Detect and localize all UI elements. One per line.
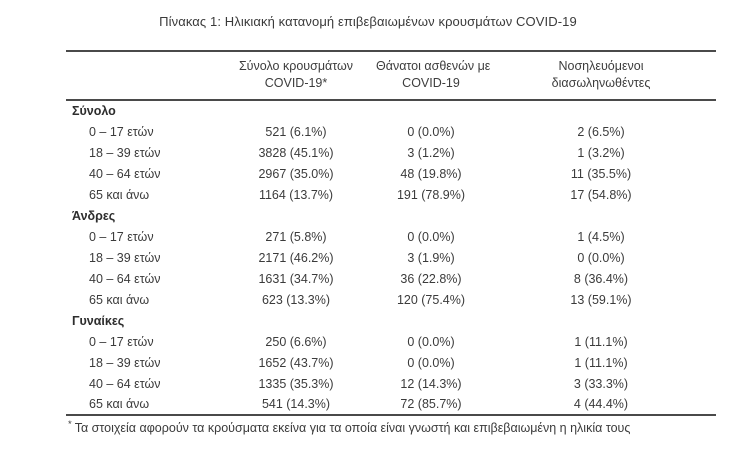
column-header-blank bbox=[66, 51, 216, 101]
column-header-deaths: Θάνατοι ασθενών με COVID-19 bbox=[376, 51, 490, 101]
age-label: 40 – 64 ετών bbox=[89, 376, 161, 391]
table-row: 18 – 39 ετών 1652 (43.7%) 0 (0.0%) 1 (11… bbox=[66, 352, 716, 373]
section-header-total: Σύνολο bbox=[66, 100, 716, 121]
table-row: 40 – 64 ετών 1335 (35.3%) 12 (14.3%) 3 (… bbox=[66, 373, 716, 394]
age-label: 0 – 17 ετών bbox=[89, 334, 154, 349]
cases-value: 541 (14.3%) bbox=[261, 397, 331, 411]
intubated-value: 8 (36.4%) bbox=[573, 271, 629, 286]
cases-value: 1335 (35.3%) bbox=[258, 376, 334, 391]
age-label: 40 – 64 ετών bbox=[89, 271, 161, 286]
section-label: Σύνολο bbox=[72, 104, 116, 118]
footnote: * Τα στοιχεία αφορούν τα κρούσματα εκείνα… bbox=[68, 418, 736, 435]
cases-value: 1631 (34.7%) bbox=[258, 271, 334, 286]
deaths-value: 0 (0.0%) bbox=[407, 229, 455, 244]
intubated-value: 3 (33.3%) bbox=[573, 376, 629, 391]
table-body: Σύνολο 0 – 17 ετών 521 (6.1%) 0 (0.0%) 2… bbox=[66, 100, 716, 415]
section-label: Άνδρες bbox=[72, 208, 116, 223]
column-header-deaths-line1: Θάνατοι ασθενών με bbox=[376, 59, 491, 73]
age-label: 40 – 64 ετών bbox=[89, 166, 161, 181]
table-row: 65 και άνω 1164 (13.7%) 191 (78.9%) 17 (… bbox=[66, 184, 716, 205]
table-row: 18 – 39 ετών 3828 (45.1%) 3 (1.2%) 1 (3.… bbox=[66, 142, 716, 163]
column-header-intubated: Νοσηλευόμενοι διασωληνωθέντες bbox=[486, 51, 716, 101]
deaths-value: 3 (1.9%) bbox=[407, 250, 455, 265]
cases-value: 1652 (43.7%) bbox=[258, 355, 334, 370]
cases-value: 2171 (46.2%) bbox=[258, 250, 334, 265]
deaths-value: 0 (0.0%) bbox=[407, 124, 455, 139]
column-header-total-cases: Σύνολο κρουσμάτων COVID-19* bbox=[216, 51, 376, 101]
cases-value: 521 (6.1%) bbox=[265, 124, 327, 139]
table-header: Σύνολο κρουσμάτων COVID-19* Θάνατοι ασθε… bbox=[66, 51, 716, 101]
age-label: 65 και άνω bbox=[89, 397, 150, 411]
table-row: 0 – 17 ετών 521 (6.1%) 0 (0.0%) 2 (6.5%) bbox=[66, 121, 716, 142]
deaths-value: 191 (78.9%) bbox=[396, 187, 466, 202]
intubated-value: 13 (59.1%) bbox=[570, 292, 632, 307]
covid-age-distribution-table: Σύνολο κρουσμάτων COVID-19* Θάνατοι ασθε… bbox=[66, 50, 716, 416]
table-row: 40 – 64 ετών 1631 (34.7%) 36 (22.8%) 8 (… bbox=[66, 268, 716, 289]
intubated-value: 1 (11.1%) bbox=[574, 355, 628, 370]
intubated-value: 0 (0.0%) bbox=[577, 250, 625, 265]
deaths-value: 36 (22.8%) bbox=[400, 271, 462, 286]
cases-value: 2967 (35.0%) bbox=[258, 166, 334, 181]
table-title: Πίνακας 1: Ηλικιακή κατανομή επιβεβαιωμέ… bbox=[159, 14, 577, 29]
age-label: 18 – 39 ετών bbox=[89, 145, 161, 160]
age-label: 65 και άνω bbox=[89, 292, 150, 307]
age-label: 65 και άνω bbox=[89, 187, 150, 202]
intubated-value: 11 (35.5%) bbox=[570, 166, 632, 181]
column-header-deaths-line2: COVID-19 bbox=[402, 76, 460, 90]
deaths-value: 72 (85.7%) bbox=[400, 397, 462, 411]
column-header-total-cases-line2: COVID-19* bbox=[264, 76, 328, 90]
table-row: 65 και άνω 541 (14.3%) 72 (85.7%) 4 (44.… bbox=[66, 394, 716, 415]
cases-value: 271 (5.8%) bbox=[265, 229, 327, 244]
age-label: 18 – 39 ετών bbox=[89, 355, 161, 370]
table-row: 65 και άνω 623 (13.3%) 120 (75.4%) 13 (5… bbox=[66, 289, 716, 310]
intubated-value: 2 (6.5%) bbox=[577, 124, 625, 139]
section-header-men: Άνδρες bbox=[66, 205, 716, 226]
intubated-value: 4 (44.4%) bbox=[573, 397, 629, 411]
column-header-total-cases-line1: Σύνολο κρουσμάτων bbox=[238, 59, 354, 73]
cases-value: 250 (6.6%) bbox=[265, 334, 327, 349]
age-label: 0 – 17 ετών bbox=[89, 124, 154, 139]
cases-value: 623 (13.3%) bbox=[261, 292, 331, 307]
section-header-women: Γυναίκες bbox=[66, 310, 716, 331]
deaths-value: 120 (75.4%) bbox=[396, 292, 466, 307]
footnote-asterisk: * bbox=[68, 418, 72, 430]
section-label: Γυναίκες bbox=[72, 313, 125, 328]
table-row: 40 – 64 ετών 2967 (35.0%) 48 (19.8%) 11 … bbox=[66, 163, 716, 184]
column-header-intubated-line2: διασωληνωθέντες bbox=[551, 76, 651, 90]
table-row: 18 – 39 ετών 2171 (46.2%) 3 (1.9%) 0 (0.… bbox=[66, 247, 716, 268]
cases-value: 3828 (45.1%) bbox=[258, 145, 334, 160]
intubated-value: 17 (54.8%) bbox=[570, 187, 632, 202]
deaths-value: 48 (19.8%) bbox=[400, 166, 462, 181]
intubated-value: 1 (3.2%) bbox=[577, 145, 625, 160]
deaths-value: 3 (1.2%) bbox=[407, 145, 455, 160]
deaths-value: 12 (14.3%) bbox=[400, 376, 462, 391]
footnote-text: Τα στοιχεία αφορούν τα κρούσματα εκείνα … bbox=[74, 421, 631, 435]
age-label: 0 – 17 ετών bbox=[89, 229, 154, 244]
deaths-value: 0 (0.0%) bbox=[407, 334, 455, 349]
deaths-value: 0 (0.0%) bbox=[407, 355, 455, 370]
cases-value: 1164 (13.7%) bbox=[258, 187, 334, 202]
intubated-value: 1 (11.1%) bbox=[574, 334, 628, 349]
column-header-intubated-line1: Νοσηλευόμενοι bbox=[558, 59, 644, 73]
intubated-value: 1 (4.5%) bbox=[577, 229, 625, 244]
age-label: 18 – 39 ετών bbox=[89, 250, 161, 265]
table-row: 0 – 17 ετών 271 (5.8%) 0 (0.0%) 1 (4.5%) bbox=[66, 226, 716, 247]
table-row: 0 – 17 ετών 250 (6.6%) 0 (0.0%) 1 (11.1%… bbox=[66, 331, 716, 352]
